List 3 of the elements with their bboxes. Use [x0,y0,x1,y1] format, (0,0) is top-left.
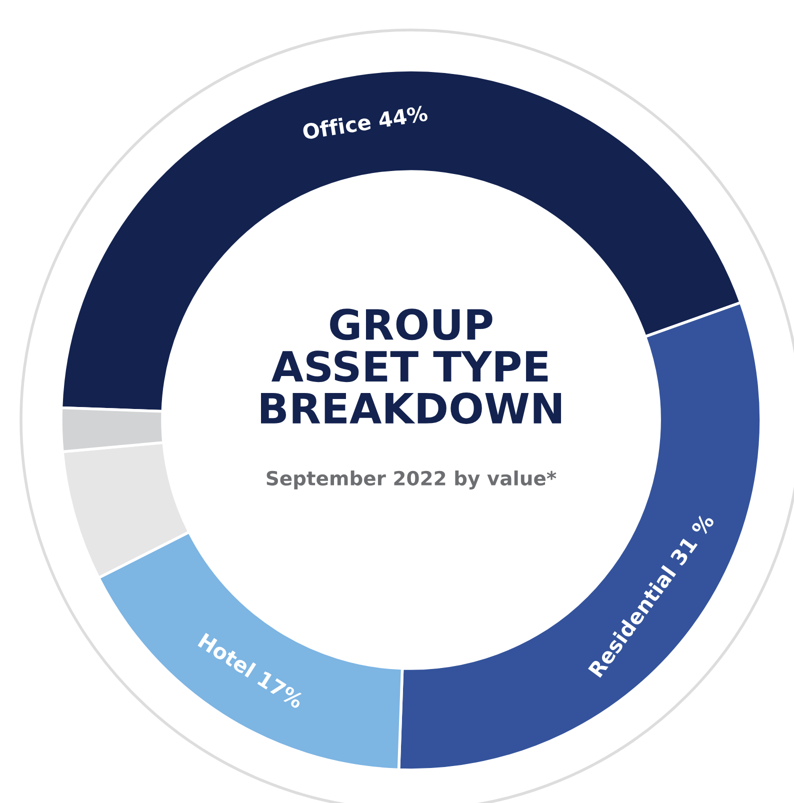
text: September 2022 by value* [266,470,556,490]
slice-label: Office 44% [302,104,428,140]
text: GROUP ASSET TYPE BREAKDOWN [260,308,562,424]
